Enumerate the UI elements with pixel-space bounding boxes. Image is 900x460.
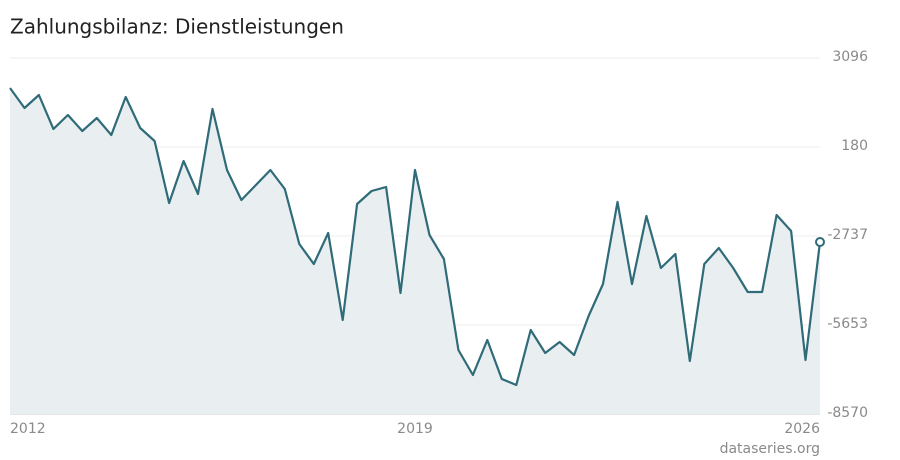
x-tick-label: 2026: [784, 421, 820, 437]
y-tick-label: 3096: [832, 49, 868, 65]
y-tick-label: 180: [841, 138, 868, 154]
x-tick-label: 2012: [10, 421, 46, 437]
area: [10, 88, 820, 414]
y-tick-label: -5653: [827, 316, 868, 332]
y-tick-label: -8570: [827, 405, 868, 421]
y-tick-label: -2737: [827, 227, 868, 243]
x-tick-label: 2019: [397, 421, 433, 437]
last-point: [815, 237, 825, 248]
line: [9, 87, 822, 387]
source: dataseries.org: [720, 441, 820, 457]
chart-title: Zahlungsbilanz: Dienstleistungen: [10, 15, 344, 39]
